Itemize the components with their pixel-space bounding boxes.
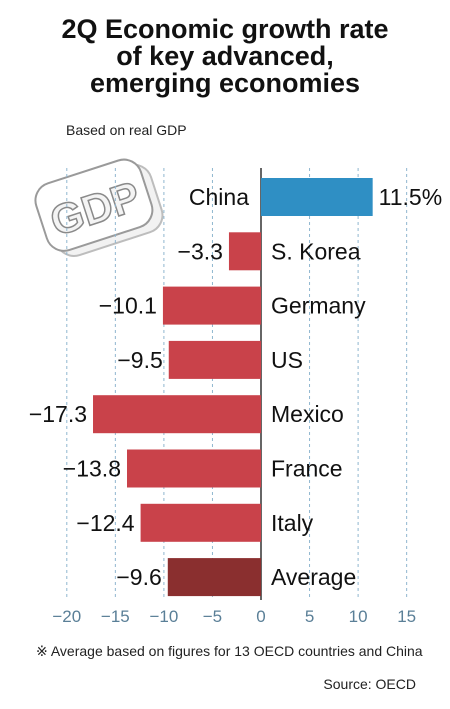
chart-subtitle: Based on real GDP — [66, 122, 187, 138]
category-label: Italy — [271, 510, 314, 536]
category-label: France — [271, 456, 343, 482]
category-label: Average — [271, 564, 356, 590]
footnote: ※ Average based on figures for 13 OECD c… — [36, 643, 423, 659]
x-tick-label: 0 — [256, 607, 265, 626]
category-label: Germany — [271, 293, 366, 319]
bar-france — [127, 449, 261, 488]
x-tick-label: −20 — [52, 607, 81, 626]
bar-germany — [162, 286, 261, 325]
bar-us — [168, 340, 261, 379]
category-label: China — [189, 184, 249, 210]
source-note: Source: OECD — [323, 676, 416, 692]
category-label: US — [271, 347, 303, 373]
title-line-2: of key advanced, — [116, 41, 334, 71]
x-tick-label: −5 — [203, 607, 222, 626]
bar-china — [261, 178, 373, 216]
category-label: Mexico — [271, 401, 344, 427]
chart-title: 2Q Economic growth rate of key advanced,… — [0, 16, 450, 97]
x-tick-label: −15 — [101, 607, 130, 626]
x-tick-label: 10 — [349, 607, 368, 626]
bar-s-korea — [228, 232, 261, 271]
x-tick-label: 5 — [305, 607, 314, 626]
bar-italy — [140, 503, 261, 542]
bar-average — [167, 558, 261, 597]
gdp-logo-icon: GDP — [34, 158, 164, 257]
bar-mexico — [93, 395, 261, 434]
value-label: −9.5 — [117, 347, 162, 373]
category-label: S. Korea — [271, 238, 361, 264]
value-label: −10.1 — [99, 293, 157, 319]
value-label: −3.3 — [178, 238, 223, 264]
title-line-1: 2Q Economic growth rate — [61, 14, 389, 44]
title-line-3: emerging economies — [89, 68, 361, 98]
value-label: −13.8 — [63, 456, 121, 482]
value-label: −12.4 — [76, 510, 134, 536]
value-label: −17.3 — [29, 401, 87, 427]
x-tick-label: 15 — [397, 607, 416, 626]
x-tick-label: −10 — [149, 607, 178, 626]
value-label: −9.6 — [116, 564, 161, 590]
value-label: 11.5% — [379, 184, 443, 210]
